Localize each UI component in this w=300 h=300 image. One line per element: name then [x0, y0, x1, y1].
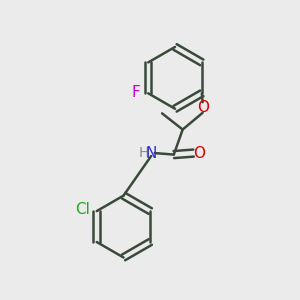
Text: O: O [193, 146, 205, 160]
Text: F: F [131, 85, 140, 100]
Text: O: O [197, 100, 209, 115]
Text: H: H [138, 146, 149, 160]
Text: N: N [146, 146, 157, 160]
Text: Cl: Cl [75, 202, 90, 217]
